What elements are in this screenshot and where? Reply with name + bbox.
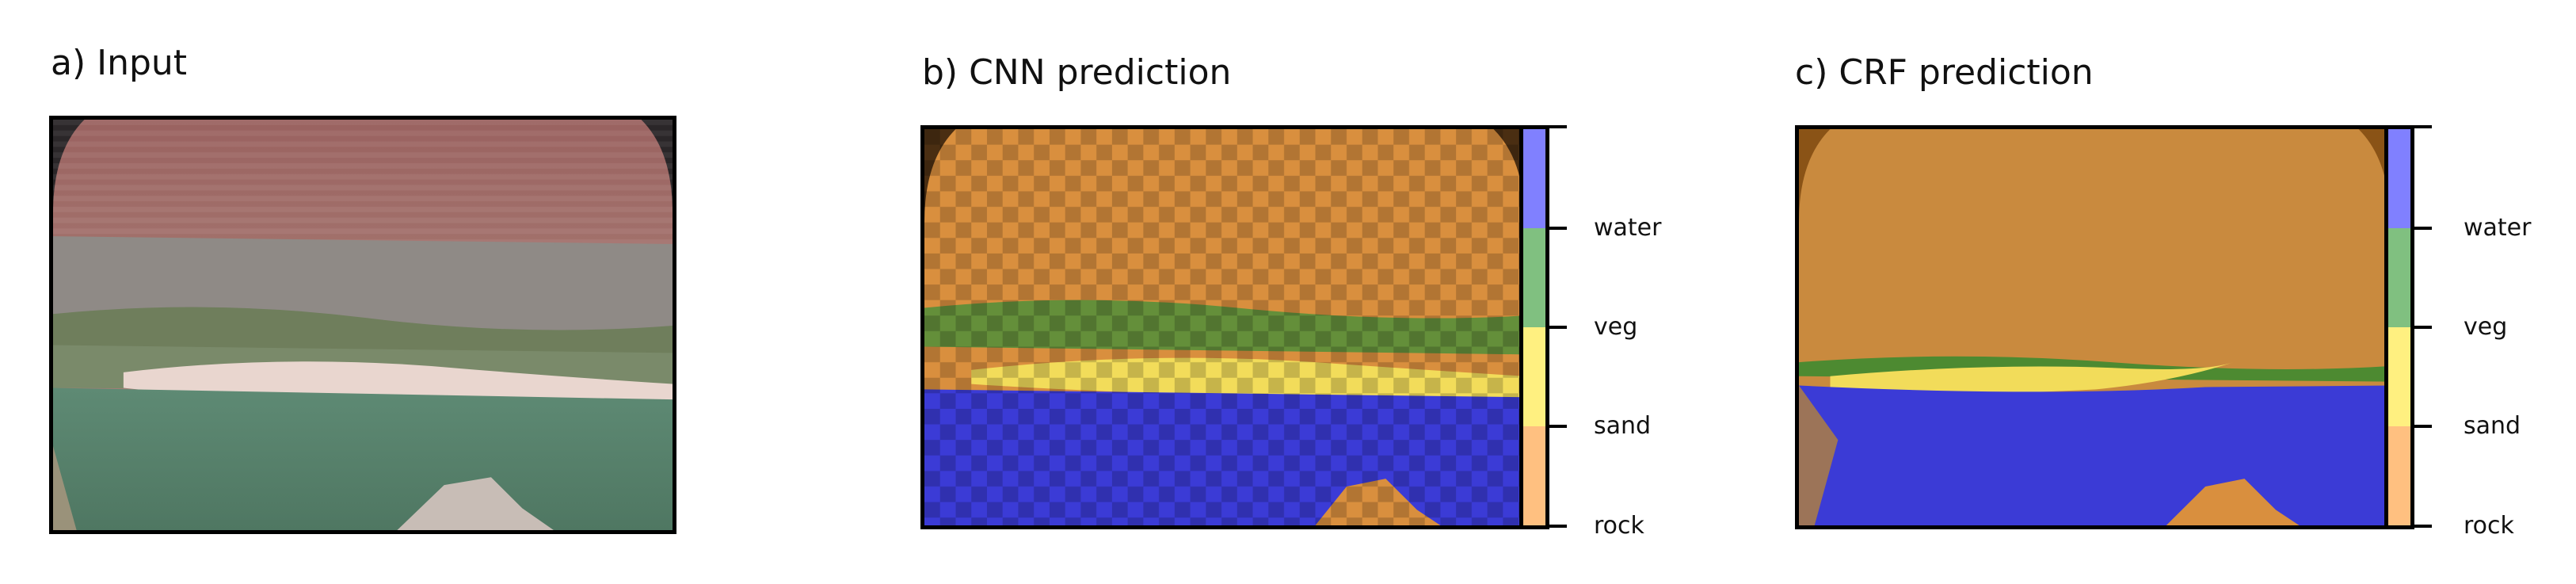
cnn-colorbar-veg bbox=[1523, 228, 1545, 327]
cnn-label-water: water bbox=[1594, 214, 1662, 242]
crf-colorbar-rock bbox=[2388, 426, 2410, 525]
input-image bbox=[49, 116, 676, 534]
crf-tick-veg bbox=[2414, 326, 2432, 329]
crf-colorbar bbox=[2384, 125, 2414, 529]
crf-label-water: water bbox=[2464, 214, 2532, 242]
cnn-colorbar-water bbox=[1523, 129, 1545, 228]
cnn-tick-sand bbox=[1549, 425, 1567, 428]
cnn-colorbar-rock bbox=[1523, 426, 1545, 525]
cnn-colorbar-sand bbox=[1523, 327, 1545, 426]
crf-prediction-image bbox=[1795, 125, 2394, 529]
cnn-overlay-illustration bbox=[924, 129, 1525, 525]
cnn-label-veg: veg bbox=[1594, 313, 1638, 341]
cnn-tick-rock bbox=[1549, 525, 1567, 528]
panel-a-title: a) Input bbox=[51, 43, 188, 83]
cnn-label-sand: sand bbox=[1594, 412, 1652, 440]
crf-colorbar-veg bbox=[2388, 228, 2410, 327]
crf-label-veg: veg bbox=[2464, 313, 2508, 341]
cnn-tick-veg bbox=[1549, 326, 1567, 329]
crf-overlay-illustration bbox=[1799, 129, 2390, 525]
crf-colorbar-water bbox=[2388, 129, 2410, 228]
cnn-tick-top bbox=[1549, 125, 1567, 128]
cnn-tick-water bbox=[1549, 227, 1567, 230]
crf-tick-sand bbox=[2414, 425, 2432, 428]
cnn-colorbar bbox=[1519, 125, 1549, 529]
cnn-prediction-image bbox=[920, 125, 1529, 529]
cnn-label-rock: rock bbox=[1594, 512, 1644, 540]
panel-b-title: b) CNN prediction bbox=[922, 52, 1232, 93]
crf-tick-water bbox=[2414, 227, 2432, 230]
crf-tick-top bbox=[2414, 125, 2432, 128]
panel-c-title: c) CRF prediction bbox=[1795, 52, 2094, 93]
crf-colorbar-sand bbox=[2388, 327, 2410, 426]
crf-tick-rock bbox=[2414, 525, 2432, 528]
input-photo-illustration bbox=[53, 120, 673, 530]
crf-label-rock: rock bbox=[2464, 512, 2514, 540]
crf-label-sand: sand bbox=[2464, 412, 2521, 440]
